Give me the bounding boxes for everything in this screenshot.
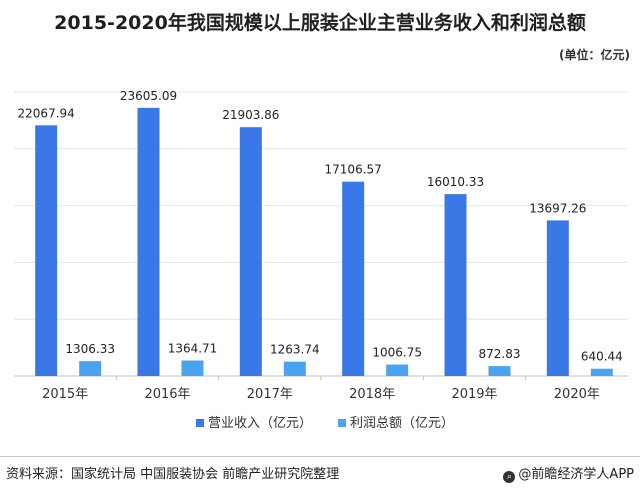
legend-label-profit: 利润总额（亿元） [350, 416, 454, 431]
data-label-revenue: 22067.94 [18, 106, 75, 120]
data-label-revenue: 23605.09 [120, 89, 177, 103]
x-tick-label: 2015年 [42, 387, 88, 402]
bar-revenue [444, 194, 467, 376]
legend-swatch-revenue [196, 419, 204, 427]
footer-divider [0, 456, 640, 457]
bar-profit [181, 360, 204, 376]
data-label-profit: 640.44 [581, 350, 623, 364]
bars [35, 107, 613, 377]
bar-profit [386, 364, 409, 376]
bar-profit [590, 368, 613, 376]
data-label-profit: 1263.74 [270, 343, 320, 357]
data-label-revenue: 17106.57 [325, 163, 382, 177]
source-note: 资料来源：国家统计局 中国服装协会 前瞻产业研究院整理 [6, 467, 340, 482]
data-label-profit: 1364.71 [168, 341, 218, 355]
data-label-revenue: 21903.86 [222, 108, 279, 122]
legend: 营业收入（亿元） 利润总额（亿元） [196, 416, 454, 431]
bar-profit [488, 366, 511, 376]
brand-watermark: ⌕ @前瞻经济学人APP [503, 463, 634, 483]
grid-lines [14, 91, 628, 377]
magnifier-icon: ⌕ [503, 471, 516, 483]
bar-revenue [239, 127, 262, 376]
bar-revenue [342, 181, 365, 376]
bar-chart: 22067.94 1306.33 23605.09 1364.71 21903.86 12… [14, 89, 628, 431]
data-label-profit: 1306.33 [65, 342, 115, 356]
x-tick-label: 2016年 [144, 387, 190, 402]
data-label-revenue: 16010.33 [427, 175, 484, 189]
bar-revenue [35, 125, 58, 377]
chart-title: 2015-2020年我国规模以上服装企业主营业务收入和利润总额 [54, 12, 586, 34]
x-tick-label: 2020年 [554, 387, 600, 402]
data-label-profit: 872.83 [479, 347, 521, 361]
x-tick-label: 2017年 [247, 387, 293, 402]
data-labels: 22067.94 1306.33 23605.09 1364.71 21903.86 12… [18, 89, 623, 364]
bar-revenue [137, 107, 160, 376]
bar-profit [79, 361, 102, 376]
x-tick-label: 2018年 [349, 387, 395, 402]
bar-profit [283, 361, 306, 376]
data-label-profit: 1006.75 [372, 346, 422, 360]
x-axis-ticks: 2015年 2016年 2017年 2018年 2019年 2020年 [42, 376, 600, 402]
x-tick-label: 2019年 [451, 387, 497, 402]
bar-revenue [546, 220, 569, 376]
legend-swatch-profit [338, 419, 346, 427]
brand-text: @前瞻经济学人APP [518, 467, 634, 482]
data-label-revenue: 13697.26 [529, 201, 586, 215]
unit-label: (单位：亿元) [559, 48, 630, 62]
legend-label-revenue: 营业收入（亿元） [208, 416, 312, 431]
